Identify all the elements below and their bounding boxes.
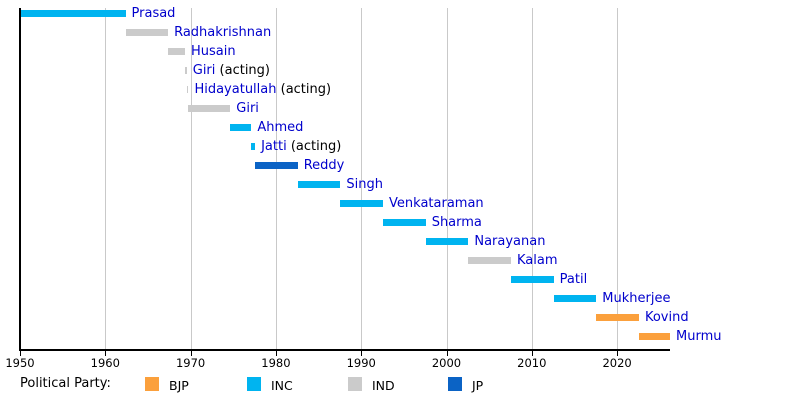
acting-suffix: (acting): [276, 82, 332, 97]
term-bar-prasad: [20, 10, 126, 17]
tick-label-1950: 1950: [5, 356, 35, 370]
acting-suffix: (acting): [286, 139, 342, 154]
president-name: Giri: [236, 101, 259, 116]
president-name: Venkataraman: [389, 196, 484, 211]
president-label-venkataraman: Venkataraman: [389, 196, 484, 211]
president-name: Sharma: [431, 215, 482, 230]
legend-label-inc: INC: [271, 378, 293, 393]
tick-1960: [105, 349, 107, 356]
president-label-radhakrishnan: Radhakrishnan: [174, 25, 271, 40]
tick-label-2000: 2000: [431, 356, 462, 370]
president-name: Singh: [346, 177, 383, 192]
tick-2000: [446, 349, 448, 356]
president-name: Kovind: [644, 310, 689, 325]
president-name: Reddy: [303, 158, 345, 173]
president-name: Hidayatullah: [194, 82, 277, 97]
president-label-reddy: Reddy: [304, 158, 345, 173]
president-name: Kalam: [516, 253, 558, 268]
legend-label-ind: IND: [372, 378, 395, 393]
term-bar-narayanan: [425, 238, 469, 245]
president-name: Patil: [559, 272, 588, 287]
president-name: Radhakrishnan: [174, 25, 272, 40]
gridline-1990: [361, 8, 363, 349]
term-bar-radhakrishnan: [125, 29, 169, 36]
term-bar-sharma: [383, 219, 426, 226]
gridline-1970: [190, 8, 192, 349]
president-label-murmu: Murmu: [676, 329, 721, 344]
term-bar-giri-acting: [184, 67, 187, 74]
president-label-giri-acting: Giri (acting): [193, 63, 270, 78]
president-name: Husain: [190, 44, 236, 59]
legend-swatch-jp: [448, 377, 462, 391]
tick-label-1990: 1990: [346, 356, 376, 370]
legend-label-jp: JP: [472, 378, 484, 393]
term-bar-jatti-acting: [251, 143, 256, 150]
president-label-ahmed: Ahmed: [257, 120, 303, 135]
tick-label-2010: 2010: [517, 356, 547, 370]
president-label-hidayatullah-acting: Hidayatullah (acting): [194, 82, 331, 97]
term-bar-kalam: [468, 257, 511, 264]
acting-suffix: (acting): [215, 63, 270, 78]
tick-label-1970: 1970: [175, 356, 206, 370]
president-name: Prasad: [131, 6, 176, 21]
president-name: Murmu: [676, 329, 722, 344]
president-label-kalam: Kalam: [517, 253, 558, 268]
tick-1980: [275, 349, 277, 356]
president-label-giri: Giri: [236, 101, 259, 116]
tick-label-1960: 1960: [90, 356, 120, 370]
term-bar-patil: [510, 276, 554, 283]
tick-1990: [361, 349, 363, 356]
tick-2010: [531, 349, 533, 356]
legend-swatch-inc: [247, 377, 261, 391]
x-axis-line: [19, 349, 670, 351]
gridline-2010: [531, 8, 533, 349]
term-bar-giri: [187, 105, 231, 112]
gridline-1980: [275, 8, 277, 349]
president-name: Narayanan: [474, 234, 546, 249]
legend-swatch-ind: [348, 377, 362, 391]
president-label-prasad: Prasad: [132, 6, 176, 21]
term-bar-hidayatullah-acting: [186, 86, 189, 93]
president-label-husain: Husain: [191, 44, 236, 59]
president-name: Jatti: [261, 139, 287, 154]
tick-label-2020: 2020: [602, 356, 632, 370]
president-name: Ahmed: [257, 120, 304, 135]
tick-1970: [190, 349, 192, 356]
term-bar-mukherjee: [553, 295, 597, 302]
president-label-mukherjee: Mukherjee: [602, 291, 670, 306]
gridline-2000: [446, 8, 448, 349]
president-label-patil: Patil: [560, 272, 588, 287]
y-axis-line: [19, 8, 21, 351]
president-label-jatti-acting: Jatti (acting): [261, 139, 341, 154]
tick-label-1980: 1980: [261, 356, 291, 370]
president-name: Mukherjee: [602, 291, 671, 306]
president-name: Giri: [192, 63, 216, 78]
gridline-1960: [105, 8, 107, 349]
tick-1950: [20, 349, 21, 356]
gridline-2020: [617, 8, 619, 349]
term-bar-husain: [168, 48, 185, 55]
term-bar-venkataraman: [340, 200, 384, 207]
president-label-narayanan: Narayanan: [474, 234, 545, 249]
legend-title: Political Party:: [20, 376, 111, 391]
term-bar-kovind: [596, 314, 639, 321]
term-bar-ahmed: [230, 124, 252, 131]
term-bar-reddy: [255, 162, 298, 169]
tick-2020: [617, 349, 619, 356]
legend-label-bjp: BJP: [169, 378, 189, 393]
term-bar-singh: [297, 181, 341, 188]
president-label-singh: Singh: [346, 177, 383, 192]
legend-swatch-bjp: [145, 377, 159, 391]
president-label-sharma: Sharma: [432, 215, 482, 230]
term-bar-murmu: [638, 333, 670, 340]
president-label-kovind: Kovind: [645, 310, 689, 325]
